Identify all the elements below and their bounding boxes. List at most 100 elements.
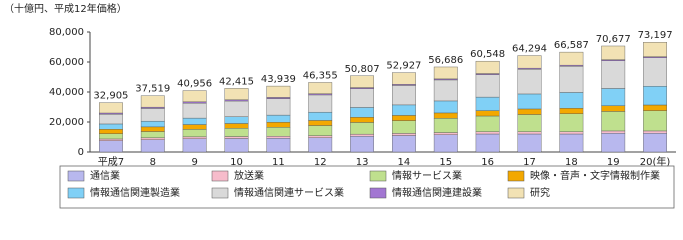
legend-swatch xyxy=(211,187,229,199)
total-label: 32,905 xyxy=(93,91,128,102)
legend-swatch xyxy=(369,170,387,182)
bar-segment xyxy=(433,66,458,80)
total-label: 42,415 xyxy=(219,76,254,87)
bar-segment xyxy=(140,95,165,108)
bar-segment xyxy=(308,135,333,138)
legend-label: 情報通信関連製造業 xyxy=(90,186,180,199)
bar-segment xyxy=(224,88,249,101)
total-label: 50,807 xyxy=(345,64,380,75)
bar-segment xyxy=(559,113,584,132)
bar-segment xyxy=(350,122,374,135)
y-tick-label: 80,000 xyxy=(49,27,84,38)
bar-segment xyxy=(601,133,626,153)
bar-segment xyxy=(559,51,584,66)
bar-segment xyxy=(643,86,667,106)
bar-segment xyxy=(475,110,500,117)
bar-segment xyxy=(392,120,416,134)
bar-segment xyxy=(559,131,584,135)
bar-segment xyxy=(392,133,416,136)
legend-label: 情報サービス業 xyxy=(392,169,462,182)
bar-segment xyxy=(266,136,291,139)
bar-segment xyxy=(392,72,416,85)
bar-segment xyxy=(601,111,626,132)
bar-segment xyxy=(350,88,374,108)
bar-segment xyxy=(475,131,500,135)
bar-segment xyxy=(475,60,500,74)
bar-segment xyxy=(517,133,542,153)
bar-segment xyxy=(308,82,333,94)
bar-segment xyxy=(433,100,458,114)
bar-segment xyxy=(140,137,165,140)
bar-segment xyxy=(601,130,626,134)
bar-segment xyxy=(392,115,416,121)
total-label: 40,956 xyxy=(177,79,212,90)
bar-segment xyxy=(308,125,333,136)
bar-segment xyxy=(350,133,374,137)
bar-segment xyxy=(308,111,333,121)
bar-segment xyxy=(266,85,291,98)
bar-segment xyxy=(266,127,291,137)
bar-segment xyxy=(601,105,626,112)
bar-segment xyxy=(643,104,667,111)
legend-box xyxy=(59,165,675,209)
bar-segment xyxy=(350,116,374,123)
bar-segment xyxy=(350,136,374,153)
total-label: 43,939 xyxy=(261,74,296,85)
bar-segment xyxy=(517,93,542,110)
bar-segment xyxy=(475,96,500,111)
bar-segment xyxy=(99,138,123,141)
legend-label: 放送業 xyxy=(234,169,264,182)
bar-segment xyxy=(643,110,667,132)
bar-segment xyxy=(643,130,667,134)
bar-segment xyxy=(224,116,249,124)
bar-segment xyxy=(517,108,542,115)
total-label: 46,355 xyxy=(303,70,338,81)
bar-segment xyxy=(140,120,165,128)
bar-segment xyxy=(308,137,333,153)
total-label: 37,519 xyxy=(135,84,170,95)
x-tick-label: 15 xyxy=(439,157,452,168)
legend-label: 情報通信関連サービス業 xyxy=(234,186,344,199)
bar-segment xyxy=(266,114,291,123)
bar-segment xyxy=(308,120,333,126)
bar-segment xyxy=(601,88,626,106)
bar-segment xyxy=(182,117,207,125)
bar-segment xyxy=(475,133,500,153)
x-tick-label: 19 xyxy=(607,157,620,168)
y-tick-label: 0 xyxy=(78,147,84,158)
x-tick-label: 18 xyxy=(565,157,578,168)
bar-segment xyxy=(475,115,500,132)
bar-segment xyxy=(140,126,165,132)
x-tick-label: 16 xyxy=(481,157,494,168)
bar-segment xyxy=(140,108,165,122)
bar-segment xyxy=(433,134,458,153)
y-tick-label: 20,000 xyxy=(49,117,84,128)
x-tick-label: 10 xyxy=(230,157,243,168)
bar-segment xyxy=(433,112,458,119)
x-tick-label: 平成7 xyxy=(98,156,124,168)
legend-swatch xyxy=(507,187,525,199)
x-tick-label: 17 xyxy=(523,157,536,168)
legend-swatch xyxy=(211,170,229,182)
legend-swatch xyxy=(369,187,387,199)
bar-segment xyxy=(140,131,165,139)
bar-segment xyxy=(392,104,416,116)
y-tick-label: 40,000 xyxy=(49,87,84,98)
bar-segment xyxy=(182,138,207,153)
bar-segment xyxy=(392,85,416,106)
bar-segment xyxy=(601,45,626,60)
legend-swatch xyxy=(67,170,85,182)
bar-segment xyxy=(224,100,249,117)
bar-segment xyxy=(99,123,123,130)
bar-segment xyxy=(224,138,249,153)
bar-segment xyxy=(350,75,374,88)
bar-segment xyxy=(99,140,123,153)
bar-segment xyxy=(559,133,584,153)
bar-segment xyxy=(601,60,626,89)
bar-segment xyxy=(308,94,333,113)
y-tick-label: 60,000 xyxy=(49,57,84,68)
x-tick-label: 9 xyxy=(191,157,197,168)
bar-segment xyxy=(224,128,249,137)
bar-segment xyxy=(224,136,249,139)
bar-segment xyxy=(392,135,416,153)
